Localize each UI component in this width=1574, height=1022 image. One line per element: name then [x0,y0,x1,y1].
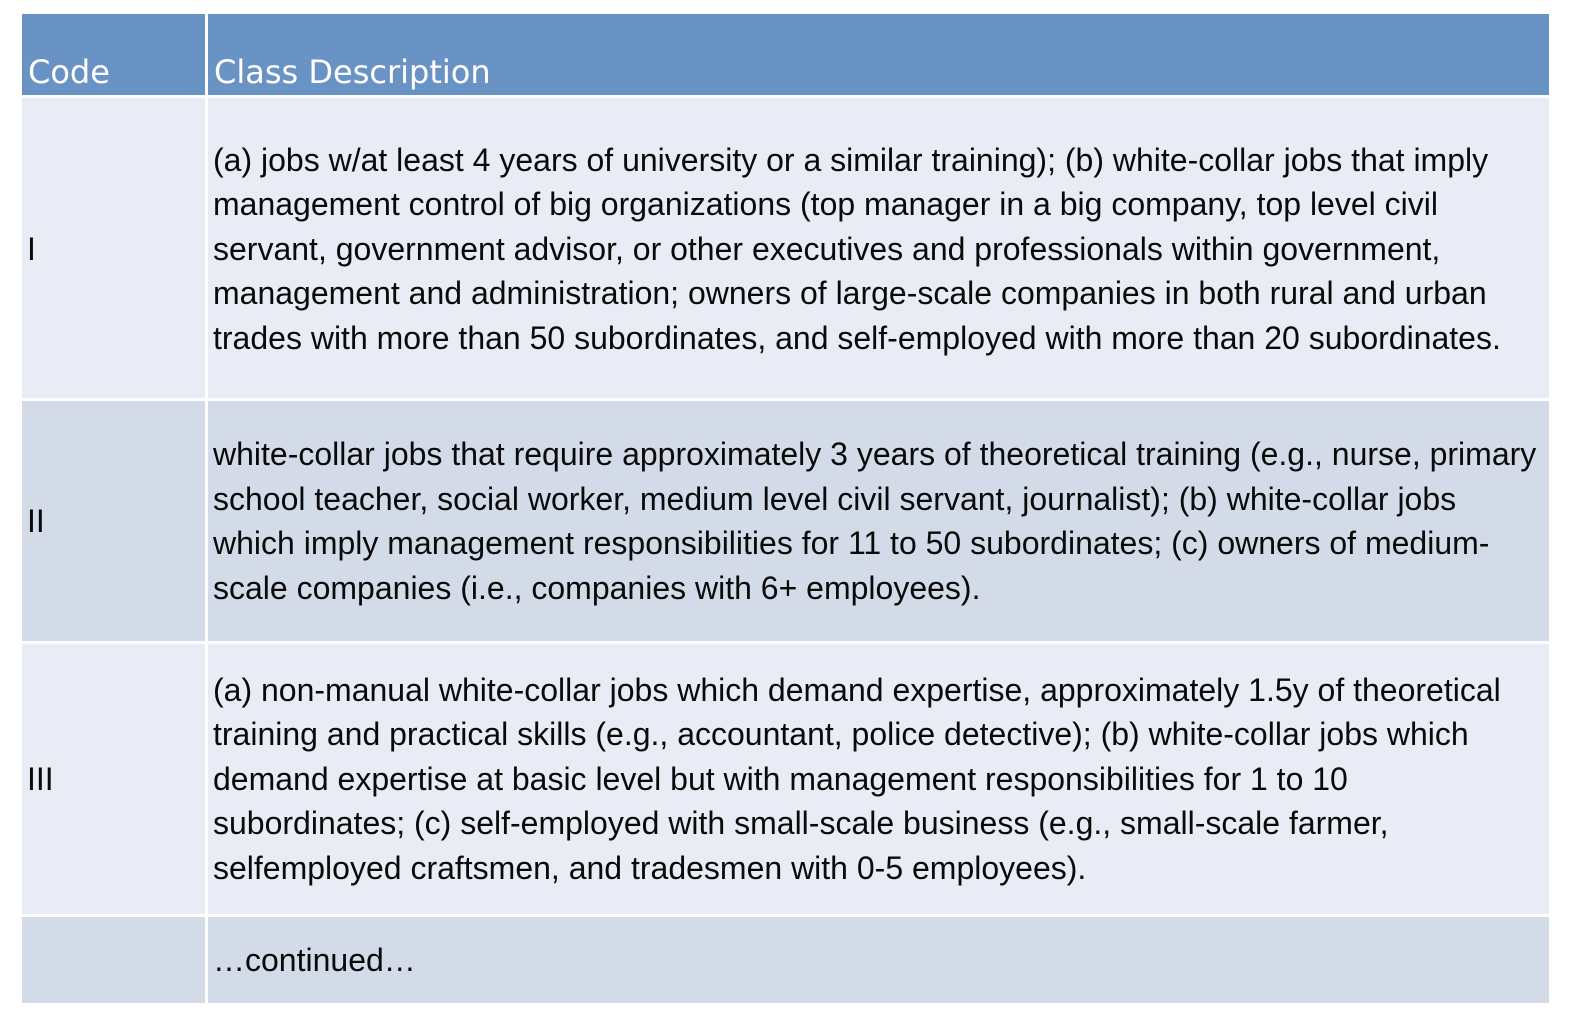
row-2-code: II [22,401,205,641]
row-4-code [22,917,205,1003]
row-3-code: III [22,644,205,914]
header-class-description: Class Description [208,14,1549,95]
row-4-description: …continued… [208,917,1549,1003]
header-code: Code [22,14,205,95]
row-2-description: white-collar jobs that require approxima… [208,401,1549,641]
row-1-code: I [22,98,205,398]
row-1-description: (a) jobs w/at least 4 years of universit… [208,98,1549,398]
class-description-table: Code Class Description I (a) jobs w/at l… [22,14,1549,1003]
row-3-description: (a) non-manual white-collar jobs which d… [208,644,1549,914]
